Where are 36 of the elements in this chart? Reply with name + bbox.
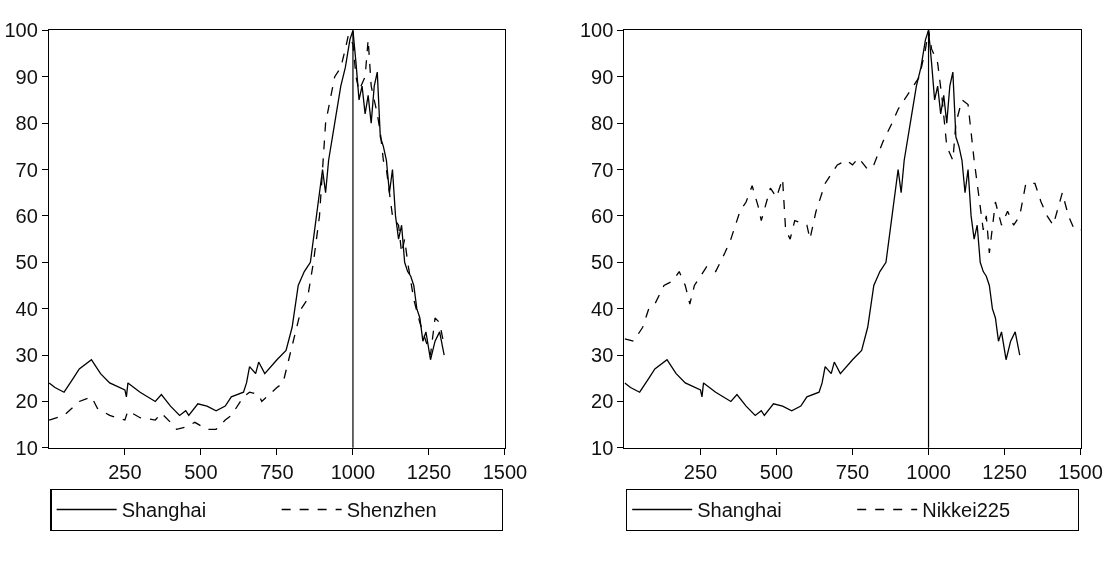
x-tick-label: 500 [759, 460, 794, 483]
y-tick-label: 50 [15, 251, 38, 274]
x-tick-label: 1000 [906, 460, 951, 483]
y-tick-label: 70 [15, 158, 38, 181]
x-tick-label: 750 [835, 460, 870, 483]
y-tick-label: 80 [591, 112, 614, 135]
x-tick-label: 250 [683, 460, 718, 483]
y-tick-label: 90 [15, 65, 38, 88]
y-tick-label: 40 [591, 297, 614, 320]
y-tick-label: 70 [591, 158, 614, 181]
legend-label: Shanghai [121, 499, 207, 522]
y-tick-label: 10 [591, 436, 614, 459]
x-tick-label: 1500 [1058, 460, 1103, 483]
y-tick-label: 10 [15, 436, 38, 459]
legend-label: Shenzhen [346, 499, 437, 522]
x-tick-label: 1250 [406, 460, 452, 483]
y-tick-label: 20 [591, 390, 614, 413]
y-tick-label: 30 [591, 344, 614, 367]
y-tick-label: 100 [4, 19, 38, 42]
y-tick-label: 50 [591, 251, 614, 274]
x-tick-label: 1000 [330, 460, 376, 483]
y-tick-label: 40 [15, 297, 38, 320]
x-tick-label: 750 [260, 460, 294, 483]
x-tick-label: 250 [108, 460, 142, 483]
y-tick-label: 60 [15, 204, 38, 227]
y-tick-label: 100 [579, 19, 614, 42]
y-tick-label: 20 [15, 390, 38, 413]
legend-label: Nikkei225 [922, 499, 1011, 522]
y-tick-label: 90 [591, 65, 614, 88]
y-tick-label: 30 [15, 344, 38, 367]
x-tick-label: 1500 [482, 460, 528, 483]
legend-label: Shanghai [697, 499, 782, 522]
y-tick-label: 80 [15, 112, 38, 135]
x-tick-label: 500 [184, 460, 218, 483]
x-tick-label: 1250 [982, 460, 1027, 483]
y-tick-label: 60 [591, 204, 614, 227]
